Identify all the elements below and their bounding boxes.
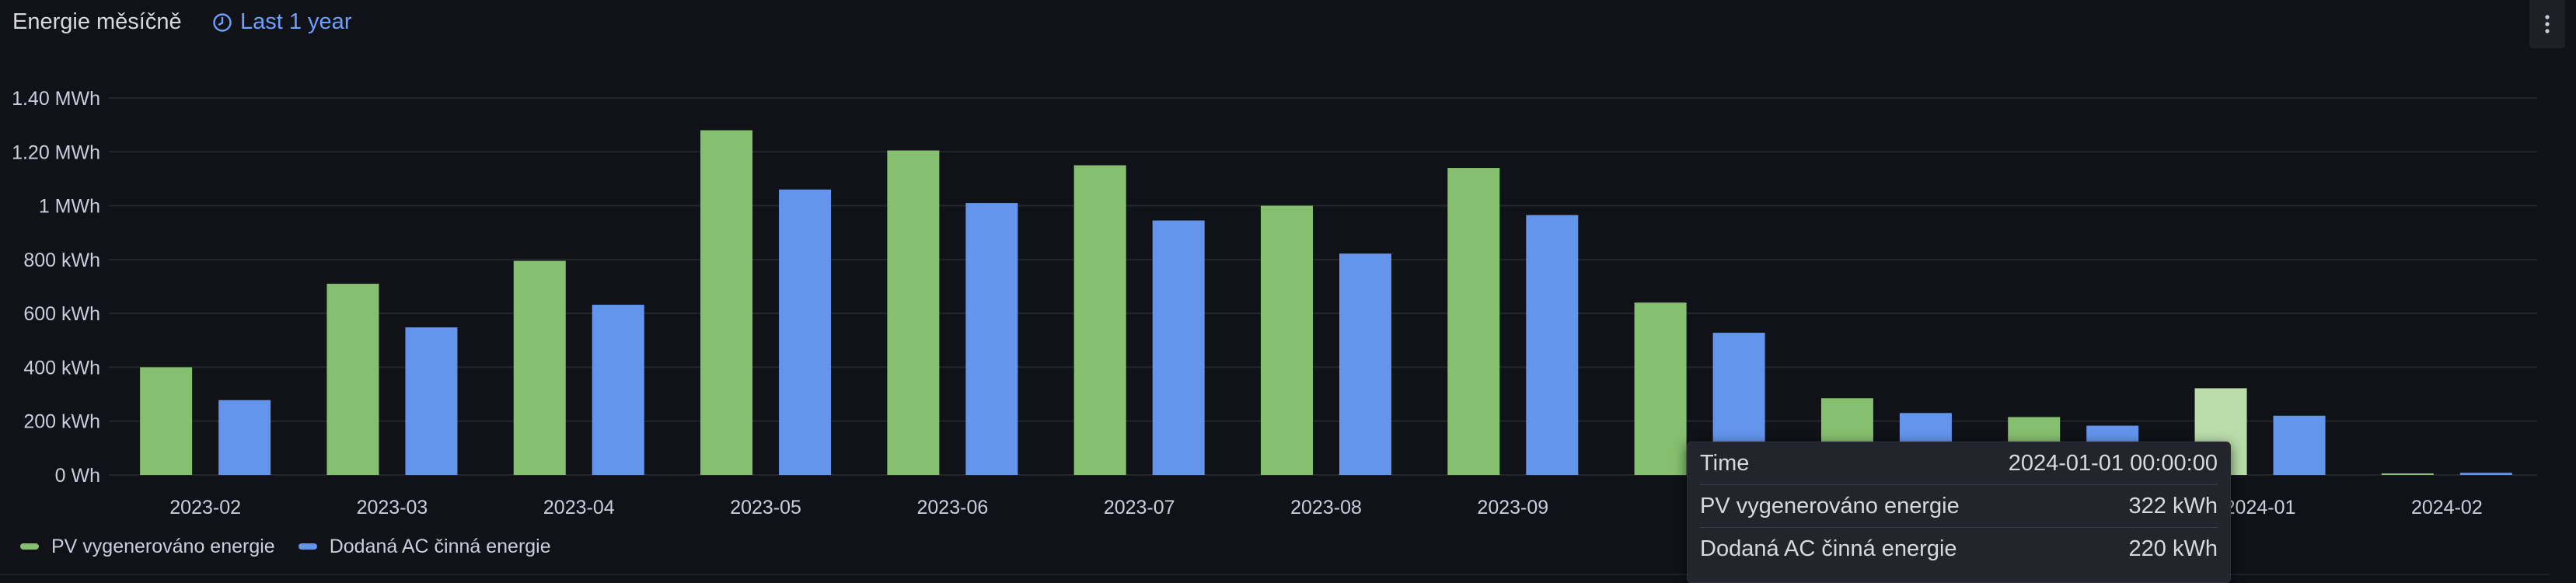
y-tick-label: 600 kWh	[23, 303, 100, 325]
bar-pv-2023-08[interactable]	[1261, 205, 1313, 475]
bar-pv-2024-02[interactable]	[2381, 473, 2434, 475]
tooltip-label: Dodaná AC činná energie	[1700, 536, 1957, 561]
bar-pv-2023-03[interactable]	[326, 284, 379, 475]
more-vertical-icon	[2545, 15, 2550, 33]
legend-label-pv: PV vygenerováno energie	[51, 535, 275, 557]
bar-ac-2023-05[interactable]	[779, 189, 832, 476]
chart-tooltip: Time 2024-01-01 00:00:00 PV vygenerováno…	[1687, 442, 2231, 583]
y-tick-label: 1.40 MWh	[12, 88, 100, 110]
tooltip-label: Time	[1700, 450, 1750, 476]
x-tick-label: 2023-02	[169, 497, 241, 518]
bar-ac-2023-02[interactable]	[218, 400, 271, 475]
bar-ac-2023-04[interactable]	[592, 305, 644, 475]
bar-pv-2023-06[interactable]	[887, 150, 940, 475]
legend-swatch-pv	[20, 543, 39, 550]
x-tick-label: 2023-09	[1477, 497, 1548, 518]
legend-item-ac[interactable]: Dodaná AC činná energie	[298, 536, 551, 558]
bar-pv-2023-02[interactable]	[140, 367, 193, 475]
tooltip-row-pv: PV vygenerováno energie 322 kWh	[1700, 485, 2218, 528]
x-tick-label: 2024-01	[2225, 497, 2296, 518]
panel-title: Energie měsíčně	[12, 9, 182, 34]
bar-ac-2023-08[interactable]	[1339, 253, 1391, 475]
panel-header: Energie měsíčně Last 1 year	[0, 0, 2576, 48]
panel-divider	[0, 574, 2550, 575]
bar-pv-2023-07[interactable]	[1073, 165, 1126, 475]
tooltip-value: 322 kWh	[2128, 493, 2218, 518]
legend-item-pv[interactable]: PV vygenerováno energie	[20, 536, 275, 558]
x-tick-label: 2023-07	[1104, 497, 1175, 518]
x-tick-label: 2023-06	[917, 497, 989, 518]
bar-pv-2023-10[interactable]	[1634, 302, 1687, 475]
x-tick-label: 2023-08	[1290, 497, 1362, 518]
y-tick-label: 1.20 MWh	[12, 141, 100, 163]
y-tick-label: 400 kWh	[23, 357, 100, 379]
y-tick-label: 1 MWh	[39, 196, 100, 218]
bar-ac-2024-01[interactable]	[2273, 415, 2326, 475]
bar-ac-2023-07[interactable]	[1152, 220, 1205, 475]
clock-icon	[213, 12, 232, 32]
tooltip-row-time: Time 2024-01-01 00:00:00	[1700, 442, 2218, 485]
y-tick-label: 0 Wh	[55, 465, 100, 487]
bar-pv-2023-05[interactable]	[700, 130, 753, 476]
bar-ac-2023-09[interactable]	[1526, 215, 1579, 475]
tooltip-value: 220 kWh	[2128, 536, 2218, 561]
bar-ac-2024-02[interactable]	[2459, 473, 2512, 475]
bar-ac-2023-03[interactable]	[405, 327, 458, 475]
x-tick-label: 2023-03	[357, 497, 428, 518]
bar-ac-2023-06[interactable]	[965, 203, 1018, 475]
legend-swatch-ac	[298, 543, 317, 550]
bar-pv-2023-09[interactable]	[1447, 168, 1500, 476]
y-tick-label: 200 kWh	[23, 411, 100, 433]
x-tick-label: 2024-02	[2411, 497, 2483, 518]
bar-pv-2023-04[interactable]	[513, 260, 566, 475]
x-tick-label: 2023-05	[730, 497, 801, 518]
panel-menu-button[interactable]	[2529, 0, 2565, 48]
time-range-label: Last 1 year	[240, 9, 352, 34]
tooltip-value: 2024-01-01 00:00:00	[2008, 450, 2218, 476]
tooltip-label: PV vygenerováno energie	[1700, 493, 1960, 518]
legend-label-ac: Dodaná AC činná energie	[329, 535, 551, 557]
time-range-button[interactable]: Last 1 year	[212, 9, 351, 35]
x-tick-label: 2023-04	[543, 497, 615, 518]
tooltip-row-ac: Dodaná AC činná energie 220 kWh	[1700, 528, 2218, 570]
chart-legend: PV vygenerováno energie Dodaná AC činná …	[20, 533, 574, 560]
y-tick-label: 800 kWh	[23, 250, 100, 271]
